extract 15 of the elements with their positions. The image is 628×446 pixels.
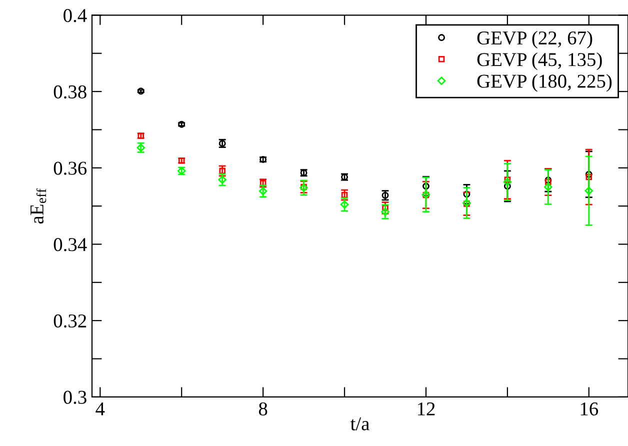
y-tick-label: 0.4: [64, 8, 87, 22]
x-tick-label: 4: [96, 402, 105, 416]
y-tick-label: 0.34: [54, 238, 87, 252]
x-axis-title: t/a: [350, 417, 370, 430]
y-tick-label: 0.36: [54, 162, 87, 175]
y-tick-label: 0.38: [54, 85, 86, 99]
x-tick-label: 12: [418, 402, 435, 416]
x-tick-label: 16: [580, 402, 598, 416]
y-axis-title: aE$_{eff}$: [30, 188, 46, 224]
y-tick-label: 0.32: [54, 314, 86, 328]
legend-label: GEVP (180, 225): [477, 74, 612, 92]
legend-label: GEVP (22, 67): [477, 30, 592, 48]
legend-label: GEVP (45, 135): [477, 52, 602, 70]
x-tick-label: 8: [258, 402, 268, 416]
y-tick-label: 0.3: [64, 390, 86, 404]
